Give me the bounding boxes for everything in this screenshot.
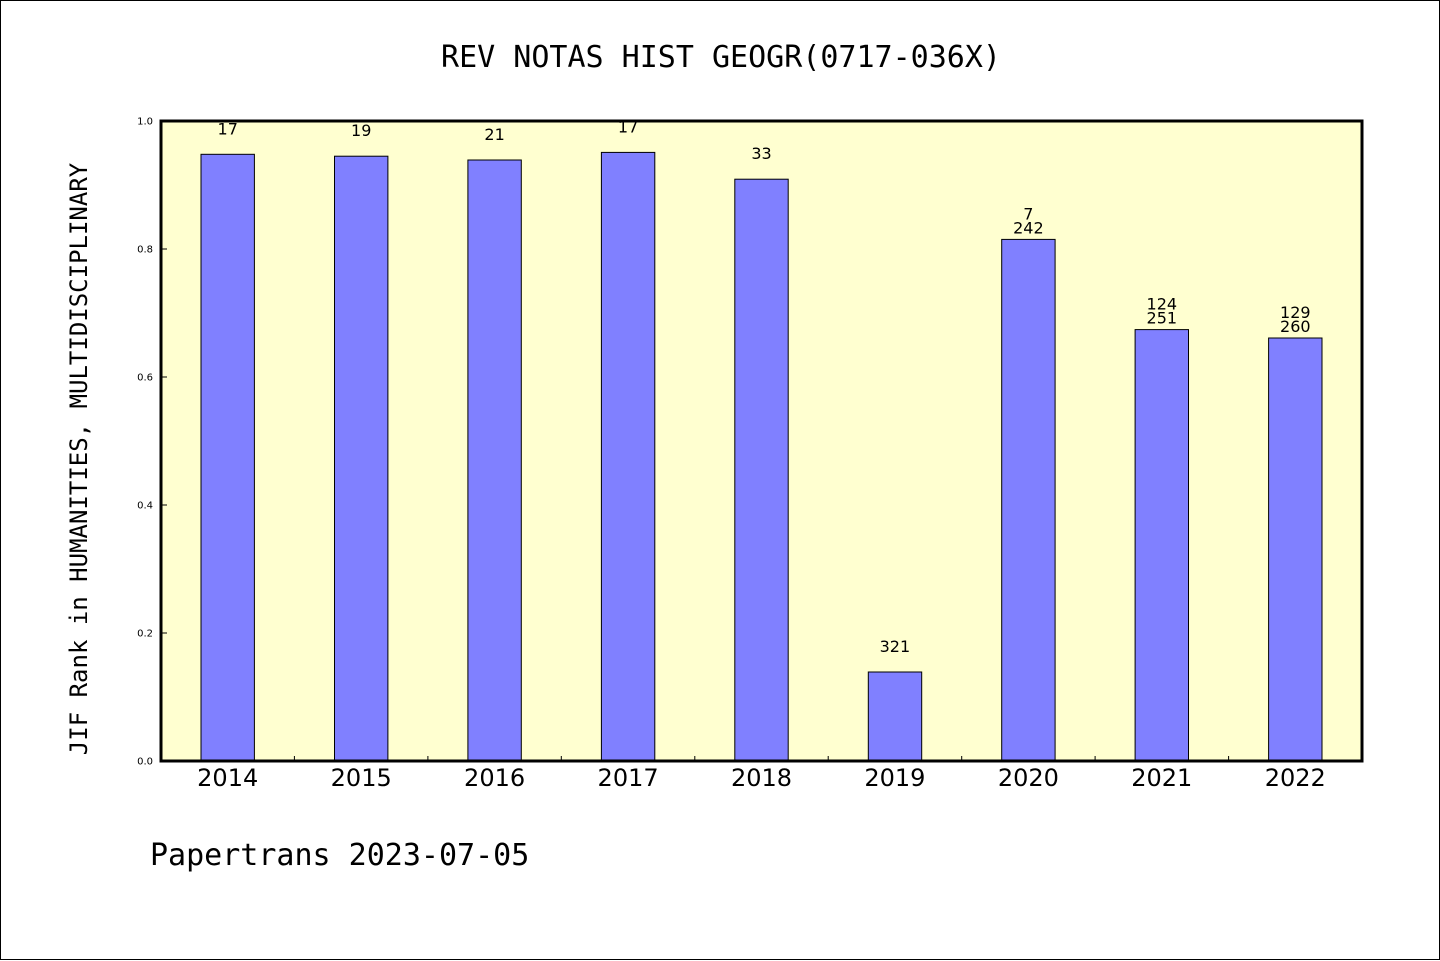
data-label-2022-1: 129	[1280, 303, 1311, 322]
data-label-2014-1: 17	[218, 119, 238, 138]
bar-2021	[1134, 329, 1189, 762]
y-tick-label-0.2: 0.2	[137, 629, 153, 640]
data-label-2022-2: 260	[1280, 317, 1311, 336]
y-axis-label: JIF Rank in HUMANITIES, MULTIDISCIPLINAR…	[65, 162, 93, 755]
x-tick-label-2014: 2014	[197, 764, 258, 792]
plot-border	[159, 119, 1364, 763]
bar-2019	[867, 671, 923, 762]
x-tick-label-2016: 2016	[464, 764, 525, 792]
data-label-2015-1: 19	[351, 121, 371, 140]
x-tick-label-2019: 2019	[864, 764, 925, 792]
data-label-2020-1: 7	[1023, 204, 1033, 223]
y-tick-label-1.0: 1.0	[137, 117, 153, 128]
data-label-2021-1: 124	[1147, 295, 1178, 314]
bars-layer	[200, 151, 1323, 762]
data-label-2019-1: 321	[880, 637, 911, 656]
bar-2022	[1268, 337, 1323, 762]
x-axis: 2014 2015 2016 2017 2018 2019 2020 2021 2022	[197, 756, 1326, 792]
x-tick-label-2021: 2021	[1131, 764, 1192, 792]
x-tick-label-2018: 2018	[731, 764, 792, 792]
bar-2015	[334, 155, 389, 762]
data-label-2016-1: 21	[484, 125, 504, 144]
data-label-2018-1: 33	[751, 144, 771, 163]
x-tick-label-2015: 2015	[331, 764, 392, 792]
bar-2017	[600, 151, 656, 762]
bar-2018	[734, 178, 789, 762]
y-tick-label-0.4: 0.4	[137, 501, 153, 512]
y-tick-label-0.8: 0.8	[137, 245, 153, 256]
data-label-2021-2: 251	[1147, 309, 1178, 328]
x-tick-label-2022: 2022	[1265, 764, 1326, 792]
x-tick-label-2020: 2020	[998, 764, 1059, 792]
y-tick-label-0.0: 0.0	[137, 757, 153, 768]
bar-2016	[467, 159, 522, 762]
bar-2014	[200, 153, 255, 762]
chart-title: REV NOTAS HIST GEOGR(0717-036X)	[441, 40, 1001, 75]
footer-date-stamp: Papertrans 2023-07-05	[150, 838, 529, 873]
x-tick-label-2017: 2017	[598, 764, 659, 792]
data-label-2020-2: 242	[1013, 218, 1044, 237]
y-tick-label-0.6: 0.6	[137, 373, 153, 384]
bar-2020	[1001, 238, 1056, 762]
